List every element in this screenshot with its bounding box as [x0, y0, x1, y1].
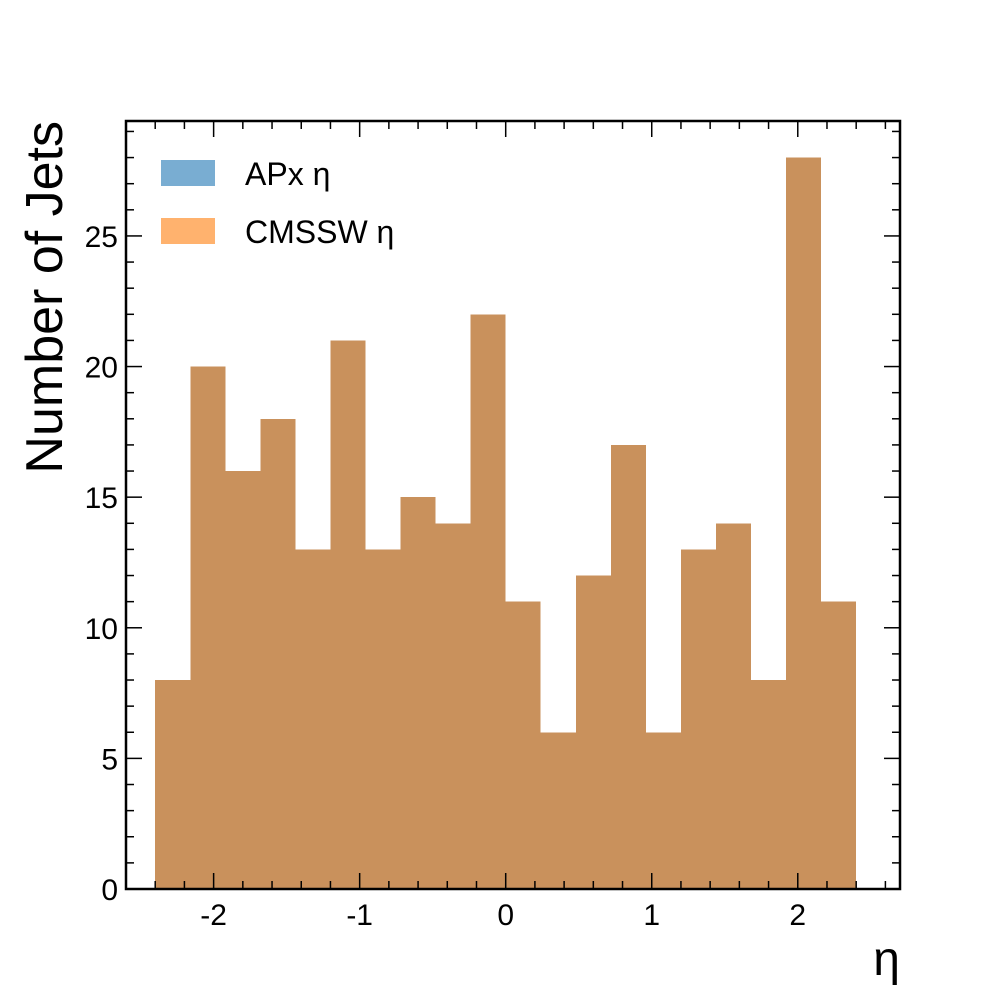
legend-label-2: CMSSW η	[245, 214, 394, 250]
legend-label-1: APx η	[245, 156, 330, 192]
series-2-bar-20	[821, 601, 857, 889]
plot-frame	[124, 119, 902, 891]
x-tick-label: 2	[789, 899, 806, 932]
series-2-bar-8	[400, 497, 436, 889]
histogram-bars	[155, 157, 857, 890]
x-axis-label: η	[873, 933, 900, 986]
series-2-bar-4	[260, 418, 296, 889]
series-2-bar-14	[610, 444, 646, 889]
x-tick-label: -2	[200, 899, 227, 932]
y-tick-label: 25	[85, 221, 118, 254]
x-tick-label: 0	[497, 899, 514, 932]
legend-swatch-2	[161, 218, 215, 244]
legend-swatch-1	[161, 160, 215, 186]
series-2-bar-19	[786, 157, 822, 890]
y-axis-label: Number of Jets	[16, 121, 74, 474]
series-2-bar-9	[435, 523, 471, 889]
series-2-bar-12	[540, 732, 576, 889]
series-2-bar-5	[295, 549, 331, 889]
series-2-bar-3	[225, 471, 261, 889]
series-2-bar-17	[715, 523, 752, 889]
x-tick-label: 1	[643, 899, 660, 932]
series-2-bar-11	[505, 601, 541, 889]
series-2-bar-2	[190, 366, 226, 889]
legend: APx η CMSSW η	[161, 156, 394, 250]
y-tick-label: 0	[101, 874, 118, 907]
series-2-bars	[155, 157, 857, 890]
series-2-bar-18	[751, 680, 787, 889]
series-2-bar-1	[155, 680, 191, 889]
y-tick-label: 15	[85, 482, 118, 515]
series-2-bar-6	[330, 340, 366, 889]
series-2-bar-13	[575, 575, 611, 889]
y-tick-label: 5	[101, 743, 118, 776]
series-2-bar-10	[470, 314, 506, 889]
series-2-bar-15	[645, 732, 681, 889]
x-tick-label: -1	[346, 899, 373, 932]
axis-ticks	[125, 121, 900, 890]
series-2-bar-7	[365, 549, 401, 889]
series-2-bar-16	[680, 549, 716, 889]
y-tick-label: 10	[85, 613, 118, 646]
y-tick-label: 20	[85, 352, 118, 385]
